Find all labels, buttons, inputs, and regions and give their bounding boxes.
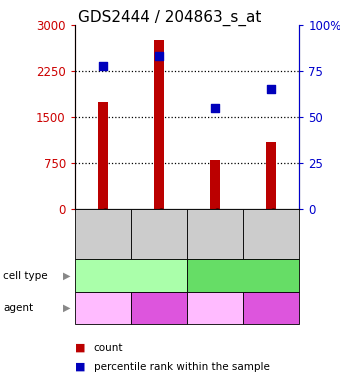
Point: [268, 86, 274, 93]
Bar: [154, 40, 164, 209]
Text: untreated: untreated: [193, 304, 237, 313]
Text: GSM139662: GSM139662: [210, 207, 220, 262]
Point: [156, 53, 162, 60]
Text: count: count: [94, 343, 123, 353]
Text: GSM139670: GSM139670: [154, 207, 164, 262]
Bar: [210, 160, 220, 209]
Text: ▶: ▶: [63, 270, 70, 281]
Text: agent: agent: [3, 303, 34, 313]
Text: GDS2444 / 204863_s_at: GDS2444 / 204863_s_at: [78, 10, 262, 26]
Text: untreated: untreated: [81, 304, 125, 313]
Point: [212, 105, 218, 111]
Text: cell type: cell type: [3, 270, 48, 281]
Bar: [266, 142, 276, 209]
Text: GSM139665: GSM139665: [267, 207, 276, 262]
Text: DCA: DCA: [258, 302, 285, 314]
Text: ■: ■: [75, 362, 85, 372]
Point: [100, 63, 105, 69]
Text: glioblastoma: glioblastoma: [207, 270, 279, 281]
Text: ▶: ▶: [63, 303, 70, 313]
Text: DCA: DCA: [146, 302, 172, 314]
Text: GSM139658: GSM139658: [98, 207, 107, 262]
Text: ■: ■: [75, 343, 85, 353]
Bar: [98, 102, 108, 209]
Text: percentile rank within the sample: percentile rank within the sample: [94, 362, 269, 372]
Text: lung carcinoma: lung carcinoma: [88, 270, 174, 281]
